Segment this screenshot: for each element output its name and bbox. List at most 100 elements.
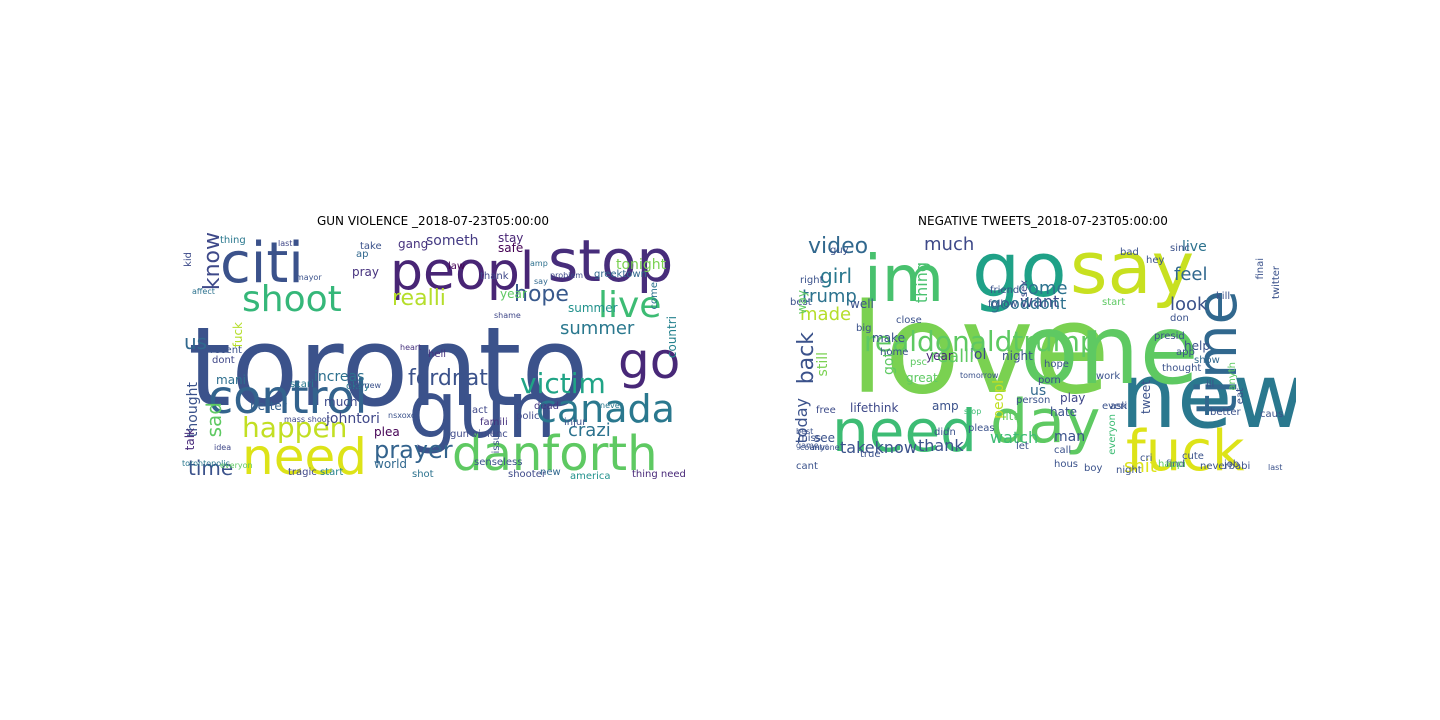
word: live — [598, 285, 662, 326]
word: let — [1016, 441, 1029, 452]
word: better — [250, 399, 287, 413]
word: canada — [536, 387, 675, 431]
word: guy — [830, 245, 849, 256]
word: thing — [220, 235, 246, 246]
word: amp — [932, 399, 959, 413]
word: hey — [1146, 255, 1165, 266]
word: shoot — [242, 279, 342, 320]
word: affect — [192, 287, 215, 296]
word: fordnat — [408, 366, 488, 391]
word: america — [570, 471, 611, 482]
word: gun — [408, 366, 557, 456]
word: live — [1182, 239, 1207, 255]
wordcloud-gun-violence: toronto gun stop peopl citi danforth need canad… — [180, 232, 685, 482]
word: realli — [930, 346, 975, 367]
word: senseless — [474, 457, 523, 468]
word: best — [796, 427, 814, 436]
word: sad — [202, 402, 226, 438]
word: see — [814, 431, 836, 445]
word: mass shoot — [284, 415, 330, 424]
wordcloud-negative-tweets: love new one go say im time day need fuck realdona… — [790, 232, 1296, 482]
word: start — [1102, 297, 1126, 308]
word: much — [324, 395, 358, 409]
word: prayer — [374, 436, 453, 464]
word: work — [1096, 371, 1121, 382]
word: countri — [665, 316, 679, 359]
word: pleas — [968, 423, 995, 434]
word: lol — [970, 347, 987, 363]
word: scari — [290, 379, 314, 390]
word: new — [540, 467, 561, 478]
word: stay — [498, 232, 524, 245]
word: act — [472, 405, 488, 416]
word: tweet — [1139, 380, 1153, 414]
word: safe — [498, 241, 524, 255]
word: close — [896, 315, 922, 326]
word: takeknow — [840, 438, 917, 457]
word: last — [278, 239, 293, 248]
word: sinc — [1170, 243, 1190, 254]
word: free — [816, 405, 836, 416]
word: last — [1268, 463, 1283, 472]
word: go — [972, 232, 1067, 314]
word: summer — [560, 318, 635, 339]
word: don — [1170, 313, 1189, 324]
word: night — [1116, 465, 1142, 476]
word: stop — [548, 232, 674, 295]
word: increas — [314, 369, 365, 385]
word: follow — [988, 299, 1018, 310]
word: shame — [494, 311, 521, 320]
word: realdonaldtrump — [864, 325, 1098, 358]
word: thing need — [632, 469, 685, 480]
word: day — [990, 387, 1101, 457]
word: hous — [1054, 459, 1079, 470]
word: tomorrow — [960, 371, 999, 380]
word: shooter — [508, 469, 546, 480]
word: want — [1020, 292, 1060, 311]
word: ill — [1206, 379, 1215, 390]
word: girl — [820, 264, 853, 288]
word: citynew — [350, 381, 382, 390]
word: show — [1194, 355, 1220, 366]
word: psc — [910, 357, 928, 368]
word: one — [1020, 294, 1199, 406]
word: kill — [1216, 291, 1231, 302]
word: find — [1166, 459, 1185, 470]
word: friend — [990, 285, 1020, 296]
word: home — [880, 347, 909, 358]
word: neverbabi — [1200, 461, 1251, 472]
word: man — [1054, 429, 1086, 445]
word: cute — [1182, 451, 1204, 462]
word: mayor — [296, 273, 322, 282]
word: littl — [1002, 409, 1022, 423]
word: job — [1224, 459, 1240, 470]
word: trump — [802, 286, 857, 307]
word: anyone — [810, 443, 840, 452]
word: victim — [520, 367, 606, 400]
word: time — [188, 456, 234, 480]
word: kid — [183, 252, 194, 267]
word: take — [360, 241, 382, 252]
word: come — [1018, 278, 1068, 299]
word: gang — [398, 237, 429, 251]
word: great — [906, 371, 938, 385]
word: start — [320, 467, 344, 478]
word: gooddont — [990, 294, 1067, 313]
word: dont — [212, 355, 235, 366]
word: caus — [1260, 409, 1284, 420]
word: happen — [242, 411, 348, 444]
word: still — [815, 352, 831, 377]
word: injur — [564, 417, 587, 428]
word: stop — [964, 407, 982, 416]
word: new — [1120, 344, 1296, 449]
word: person — [1016, 395, 1051, 406]
word: thing — [912, 262, 931, 304]
word: miss — [798, 433, 821, 444]
word: talk — [183, 428, 197, 451]
word: us — [1030, 383, 1047, 399]
word: famili — [480, 417, 508, 428]
word: danforth — [452, 426, 658, 482]
word: summer — [568, 301, 618, 315]
word: im — [864, 243, 945, 317]
word: need — [242, 428, 367, 482]
